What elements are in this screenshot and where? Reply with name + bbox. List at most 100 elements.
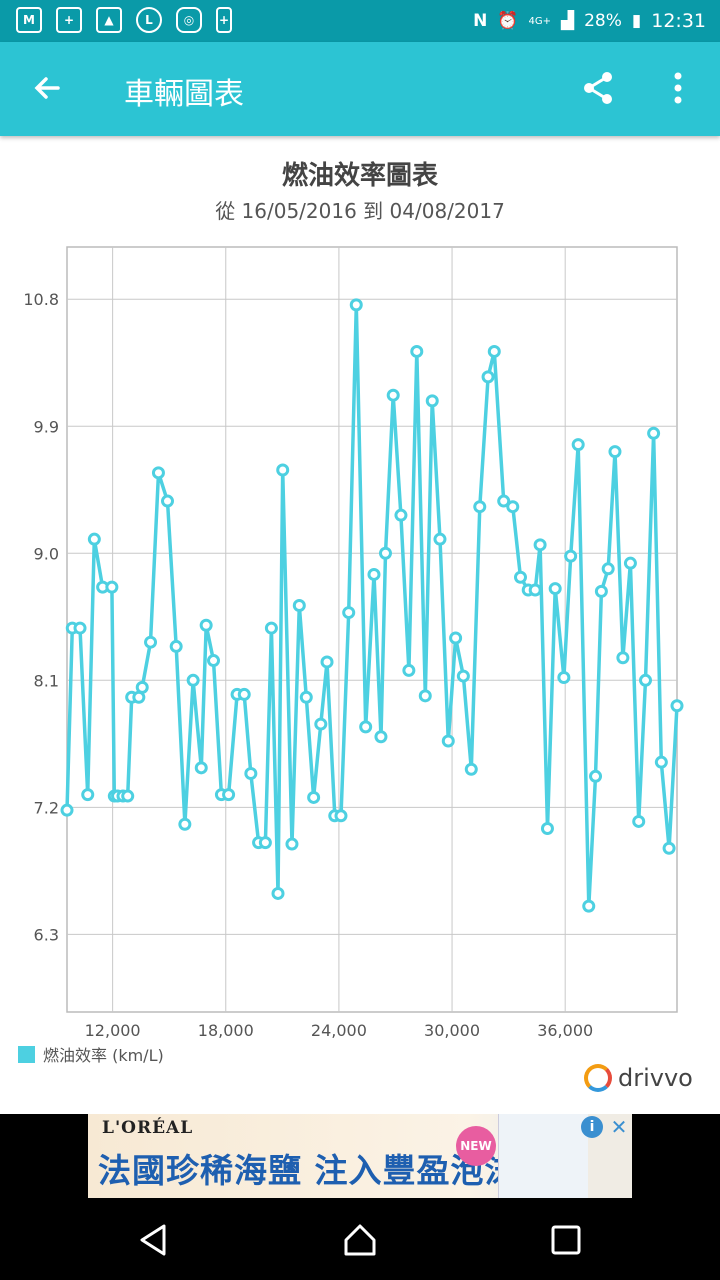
ad-banner[interactable]: L'ORÉAL 法國珍稀海鹽 注入豐盈泡沫 NEW i ✕ bbox=[88, 1114, 632, 1198]
data-point bbox=[285, 837, 299, 851]
data-point bbox=[425, 394, 439, 408]
data-point bbox=[623, 556, 637, 570]
x-tick-label: 36,000 bbox=[537, 1021, 593, 1040]
data-point bbox=[582, 899, 596, 913]
data-point bbox=[121, 789, 135, 803]
data-point bbox=[135, 680, 149, 694]
data-point bbox=[487, 344, 501, 358]
back-arrow-icon[interactable] bbox=[28, 68, 68, 108]
calendar-icon: + bbox=[56, 7, 82, 33]
battery-percent: 28% bbox=[584, 11, 622, 31]
data-point bbox=[144, 635, 158, 649]
data-point bbox=[60, 803, 74, 817]
fuel-efficiency-chart: 6.3 7.2 8.1 9.0 9.9 10.8 12,000 18,000 24,000 30,… bbox=[23, 246, 684, 1040]
chart-legend: 燃油效率 (km/L) bbox=[18, 1042, 164, 1066]
chart-axes: 6.3 7.2 8.1 9.0 9.9 10.8 12,000 18,000 24,000 30,… bbox=[23, 290, 593, 1040]
data-point bbox=[564, 549, 578, 563]
data-point bbox=[207, 654, 221, 668]
ad-product-image bbox=[498, 1114, 589, 1198]
y-tick-label: 9.9 bbox=[34, 417, 59, 436]
data-point bbox=[513, 570, 527, 584]
ad-info-icon[interactable]: i bbox=[581, 1116, 603, 1138]
data-point bbox=[199, 618, 213, 632]
ad-close-icon[interactable]: ✕ bbox=[610, 1115, 628, 1139]
share-icon[interactable] bbox=[578, 68, 618, 108]
data-point bbox=[481, 370, 495, 384]
ad-headline: 法國珍稀海鹽 注入豐盈泡沫 bbox=[98, 1151, 519, 1190]
series-line bbox=[65, 303, 679, 908]
drivvo-logo-icon bbox=[584, 1064, 612, 1092]
data-point bbox=[441, 734, 455, 748]
data-point bbox=[314, 717, 328, 731]
x-tick-label: 12,000 bbox=[85, 1021, 141, 1040]
gmail-icon: M bbox=[16, 7, 42, 33]
data-point bbox=[571, 438, 585, 452]
alarm-icon: ⏰ bbox=[497, 11, 519, 31]
signal-icon: ▟ bbox=[561, 11, 575, 31]
data-point bbox=[81, 788, 95, 802]
legend-swatch bbox=[18, 1045, 35, 1063]
data-point bbox=[540, 822, 554, 836]
data-point bbox=[244, 766, 258, 780]
data-point bbox=[264, 621, 278, 635]
x-tick-label: 24,000 bbox=[311, 1021, 367, 1040]
status-right: N ⏰ 4G+ ▟ 28% ▮ 12:31 bbox=[473, 0, 706, 42]
data-point bbox=[497, 494, 511, 508]
data-point bbox=[394, 508, 408, 522]
data-point bbox=[473, 500, 487, 514]
data-point bbox=[169, 639, 183, 653]
data-point bbox=[464, 762, 478, 776]
data-point bbox=[349, 298, 363, 312]
y-tick-label: 6.3 bbox=[34, 925, 59, 944]
data-point bbox=[161, 494, 175, 508]
data-point bbox=[456, 669, 470, 683]
data-point bbox=[276, 463, 290, 477]
nav-recents-icon[interactable] bbox=[546, 1220, 586, 1260]
data-point bbox=[548, 582, 562, 596]
page-title: 車輛圖表 bbox=[124, 77, 244, 112]
battery-icon: ▮ bbox=[631, 11, 642, 31]
chart-title: 燃油效率圖表 bbox=[281, 161, 438, 191]
data-point bbox=[616, 651, 630, 665]
data-point bbox=[237, 687, 251, 701]
data-point bbox=[589, 769, 603, 783]
clock: 12:31 bbox=[651, 10, 706, 32]
data-point bbox=[433, 532, 447, 546]
chart-subtitle: 從 16/05/2016 到 04/08/2017 bbox=[215, 199, 505, 223]
data-point bbox=[601, 562, 615, 576]
data-point bbox=[402, 663, 416, 677]
data-point bbox=[662, 841, 676, 855]
photos-icon: ▲ bbox=[96, 7, 122, 33]
data-point bbox=[418, 689, 432, 703]
data-point bbox=[506, 500, 520, 514]
data-point bbox=[608, 445, 622, 459]
data-point bbox=[334, 809, 348, 823]
data-point bbox=[105, 580, 119, 594]
data-point bbox=[647, 426, 661, 440]
data-point bbox=[271, 886, 285, 900]
drivvo-brand: drivvo bbox=[584, 1064, 693, 1092]
data-point bbox=[194, 761, 208, 775]
more-vert-icon[interactable] bbox=[664, 68, 692, 108]
data-point bbox=[299, 690, 313, 704]
data-point bbox=[151, 466, 165, 480]
data-point bbox=[292, 599, 306, 613]
data-point bbox=[528, 583, 542, 597]
x-tick-label: 18,000 bbox=[198, 1021, 254, 1040]
ad-banner-container: L'ORÉAL 法國珍稀海鹽 注入豐盈泡沫 NEW i ✕ bbox=[0, 1114, 720, 1200]
data-point bbox=[258, 836, 272, 850]
y-tick-label: 7.2 bbox=[34, 798, 59, 817]
instagram-icon: ◎ bbox=[176, 7, 202, 33]
data-point bbox=[378, 546, 392, 560]
nav-home-icon[interactable] bbox=[340, 1220, 380, 1260]
ad-brand: L'ORÉAL bbox=[102, 1118, 194, 1138]
data-point bbox=[654, 755, 668, 769]
data-point bbox=[632, 814, 646, 828]
data-point bbox=[639, 673, 653, 687]
nav-back-icon[interactable] bbox=[134, 1220, 174, 1260]
brand-name: drivvo bbox=[618, 1064, 693, 1092]
data-point bbox=[178, 817, 192, 831]
data-point bbox=[386, 388, 400, 402]
y-tick-label: 10.8 bbox=[23, 290, 59, 309]
y-tick-label: 8.1 bbox=[34, 671, 59, 690]
